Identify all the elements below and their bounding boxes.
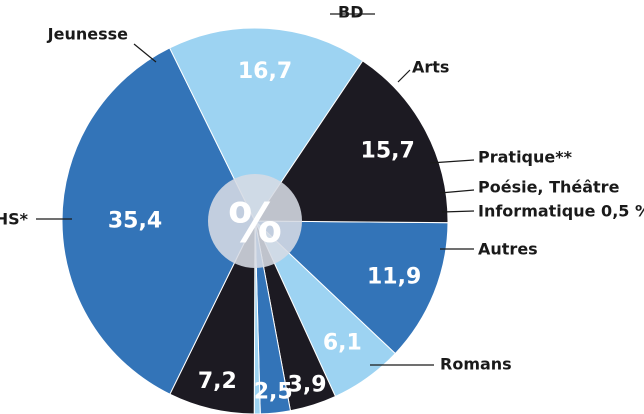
center-circle [208, 174, 302, 268]
value-label-jeunesse: 15,7 [361, 139, 415, 164]
pie-slice-bd [253, 220, 449, 355]
value-label-hs: 16,7 [238, 59, 292, 84]
pie-slice-romans [61, 47, 256, 395]
leader-line-pratique [429, 159, 475, 164]
leader-line-jeunesse [133, 43, 157, 63]
leaders-layer [36, 13, 475, 366]
category-label-hs: HS* [0, 210, 29, 229]
value-label-pratique: 3,9 [288, 372, 327, 397]
category-label-pratique: Pratique** [478, 148, 573, 167]
value-label-arts: 6,1 [323, 330, 362, 355]
value-label-romans: 35,4 [108, 209, 162, 234]
category-label-jeunesse: Jeunesse [47, 25, 128, 44]
pie-slice-jeunesse [254, 60, 449, 224]
category-label-autres: Autres [478, 240, 538, 259]
value-label-bd: 11,9 [367, 265, 421, 290]
category-label-poesie-theatre: Poésie, Théâtre [478, 178, 620, 197]
center-percent-label: % [228, 192, 282, 255]
leader-line-poesie-theatre [439, 189, 475, 194]
category-label-romans: Romans [440, 355, 512, 374]
value-label-poesie-theatre: 2,5 [254, 380, 293, 405]
values-layer: 11,9 6,1 3,92,5 7,2 35,4 16,7 15,7 [108, 59, 421, 405]
labels-layer: BD Arts Pratique** Poésie, Théâtre Informati… [0, 3, 644, 374]
category-label-informatique-0-5: Informatique 0,5 % [478, 202, 644, 221]
pie-slice-hs [168, 27, 364, 222]
leader-line-informatique-0-5 [441, 210, 475, 213]
value-label-autres: 7,2 [198, 369, 237, 394]
category-label-arts: Arts [412, 58, 449, 77]
leader-line-arts [397, 69, 411, 83]
category-label-bd: BD [338, 3, 363, 22]
